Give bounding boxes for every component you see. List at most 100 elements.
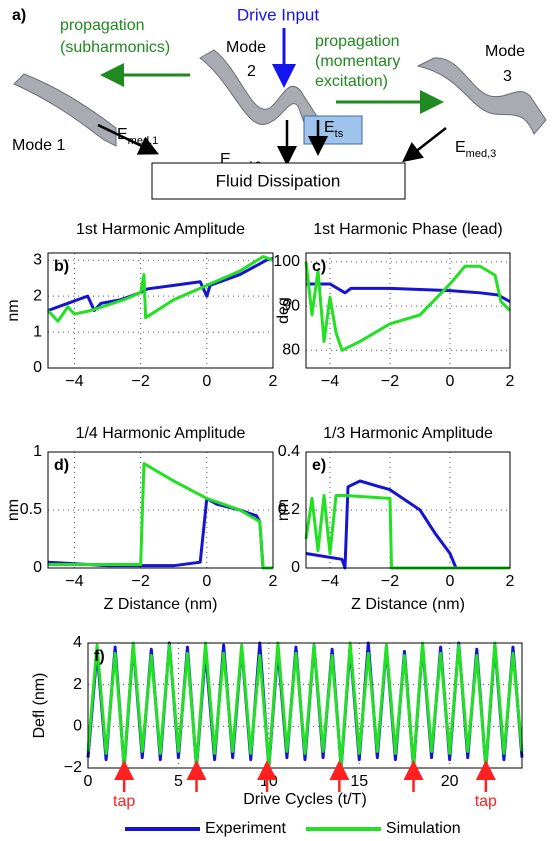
x-tick-label: 0 [446, 573, 455, 590]
energy-label: Emed,1 [117, 126, 158, 147]
chart-title: 1/4 Harmonic Amplitude [76, 425, 246, 442]
series-line [47, 256, 274, 312]
dissipation-label: Fluid Dissipation [216, 171, 341, 190]
x-tick-label: 10 [260, 773, 278, 790]
panel-label: b) [54, 258, 69, 275]
propagation-label: (subharmonics) [60, 39, 170, 56]
series-line [46, 255, 274, 323]
mode-label: Mode [485, 43, 525, 60]
energy-label: Ets [324, 119, 344, 140]
y-tick-label: −2 [64, 759, 82, 776]
x-tick-label: 2 [269, 573, 278, 590]
tap-label: tap [113, 793, 135, 810]
series-line [304, 494, 510, 570]
mode-label: Mode [226, 39, 266, 56]
y-tick-label: 100 [273, 253, 300, 270]
plot-frame [87, 642, 523, 769]
series-line [86, 641, 524, 768]
x-tick-label: −4 [65, 373, 83, 390]
y-tick-label: 80 [282, 342, 300, 359]
x-axis-label: Z Distance (nm) [351, 596, 465, 613]
chart-title: 1/3 Harmonic Amplitude [323, 425, 493, 442]
x-tick-label: −2 [132, 573, 150, 590]
y-tick-label: 3 [33, 251, 42, 268]
y-tick-label: 2 [33, 287, 42, 304]
y-axis-label: deg [275, 297, 292, 324]
y-tick-label: 0 [33, 359, 42, 376]
y-tick-label: 0 [33, 559, 42, 576]
panel-label: e) [312, 457, 326, 474]
energy-symbol: E [220, 151, 231, 168]
x-tick-label: −4 [321, 373, 339, 390]
propagation-label: excitation) [315, 73, 388, 90]
series-line [86, 641, 524, 770]
energy-label: Emed,3 [455, 139, 496, 160]
diagram: a) Drive Input propagation (subharmonics… [12, 5, 547, 200]
x-tick-label: −4 [321, 573, 339, 590]
energy-subscript: med,1 [128, 135, 159, 147]
mode2-beam [199, 49, 319, 129]
y-tick-label: 0.2 [278, 501, 300, 518]
panel-label: c) [312, 258, 326, 275]
energy-symbol: E [455, 139, 466, 156]
x-axis-label: Z Distance (nm) [104, 596, 218, 613]
x-tick-label: −2 [132, 373, 150, 390]
drive-label: Drive Input [237, 5, 319, 24]
propagation-label: propagation [315, 33, 400, 50]
y-tick-label: 4 [73, 634, 82, 651]
series-line [304, 261, 512, 352]
plot-frame [47, 252, 274, 369]
energy-symbol: E [117, 126, 128, 143]
plot-frame [305, 451, 511, 569]
dissipation-box [151, 162, 406, 200]
y-axis-label: nm [5, 299, 22, 321]
panel-label: f) [94, 648, 105, 665]
mode1-beam [13, 73, 117, 147]
panel-label: a) [12, 7, 26, 24]
y-tick-label: 0.4 [278, 443, 300, 460]
mode-label: 2 [247, 63, 256, 80]
series-line [306, 282, 511, 303]
y-tick-label: 2 [73, 676, 82, 693]
x-tick-label: −2 [381, 373, 399, 390]
tap-label: tap [475, 793, 497, 810]
legend-label: Simulation [386, 820, 461, 837]
y-tick-label: 1 [33, 443, 42, 460]
x-tick-label: 0 [202, 573, 211, 590]
x-tick-label: 0 [84, 773, 93, 790]
x-tick-label: 2 [506, 373, 515, 390]
legend-label: Experiment [205, 820, 286, 837]
x-tick-label: 15 [350, 773, 368, 790]
y-tick-label: 0.5 [20, 501, 42, 518]
series-line [305, 479, 510, 570]
x-tick-label: 0 [202, 373, 211, 390]
panel-label: d) [54, 457, 69, 474]
y-axis-label: nm [275, 499, 292, 521]
x-tick-label: 2 [506, 573, 515, 590]
x-tick-label: 20 [441, 773, 459, 790]
x-tick-label: −4 [65, 573, 83, 590]
mode3-beam [416, 57, 547, 135]
chart-title: 1st Harmonic Amplitude [76, 221, 245, 238]
y-axis-label: nm [5, 499, 22, 521]
mode-label: Mode 1 [12, 137, 65, 154]
energy-subscript: ts [335, 128, 344, 140]
x-tick-label: −2 [381, 573, 399, 590]
plot-frame [305, 252, 511, 369]
y-tick-label: 1 [33, 323, 42, 340]
x-tick-label: 2 [269, 373, 278, 390]
y-tick-label: 90 [282, 297, 300, 314]
energy-subscript: med,3 [466, 148, 497, 160]
energy-arrow [97, 123, 160, 155]
x-axis-label: Drive Cycles (t/T) [243, 791, 367, 808]
energy-symbol: E [324, 119, 335, 136]
y-axis-label: Defl (nm) [31, 673, 48, 739]
y-tick-label: 0 [291, 559, 300, 576]
propagation-label: propagation [60, 17, 145, 34]
x-tick-label: 5 [174, 773, 183, 790]
chart-title: 1st Harmonic Phase (lead) [313, 221, 502, 238]
mode-label: 3 [503, 68, 512, 85]
propagation-label: (momentary [315, 53, 400, 70]
series-line [48, 462, 273, 570]
